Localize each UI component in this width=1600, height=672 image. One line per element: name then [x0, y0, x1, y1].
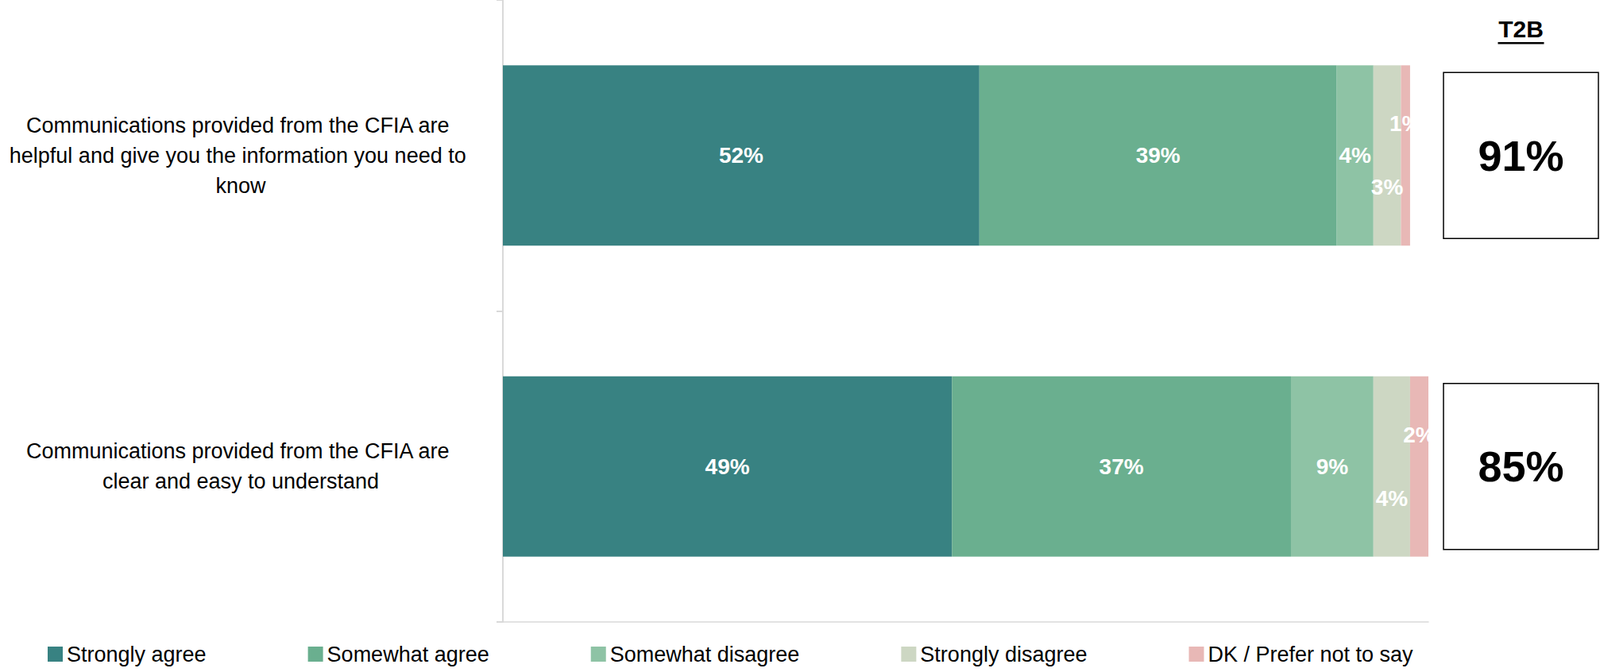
svg-text:52%: 52% — [718, 142, 764, 168]
svg-text:DK / Prefer not to say: DK / Prefer not to say — [1207, 642, 1414, 667]
svg-text:4%: 4% — [1375, 486, 1409, 511]
svg-text:Communications provided from t: Communications provided from the CFIA ar… — [26, 113, 456, 138]
svg-text:clear and easy to understand: clear and easy to understand — [102, 469, 379, 494]
svg-text:91%: 91% — [1477, 131, 1564, 180]
svg-text:helpful and give you the infor: helpful and give you the information you… — [9, 143, 472, 168]
svg-text:4%: 4% — [1338, 142, 1372, 168]
svg-text:T2B: T2B — [1498, 15, 1544, 43]
svg-text:37%: 37% — [1099, 454, 1144, 480]
svg-text:Somewhat disagree: Somewhat disagree — [610, 642, 800, 667]
svg-text:49%: 49% — [705, 454, 750, 480]
svg-text:Somewhat agree: Somewhat agree — [327, 642, 490, 667]
svg-text:Communications provided from t: Communications provided from the CFIA ar… — [26, 439, 456, 464]
svg-text:Strongly agree: Strongly agree — [66, 642, 207, 667]
svg-text:2%: 2% — [1402, 422, 1436, 448]
svg-text:know: know — [215, 173, 267, 198]
svg-text:1%: 1% — [1389, 111, 1423, 136]
svg-text:39%: 39% — [1136, 142, 1181, 168]
svg-text:85%: 85% — [1477, 442, 1564, 491]
svg-text:3%: 3% — [1371, 174, 1404, 200]
svg-text:Strongly disagree: Strongly disagree — [919, 642, 1087, 667]
svg-text:9%: 9% — [1316, 454, 1349, 480]
